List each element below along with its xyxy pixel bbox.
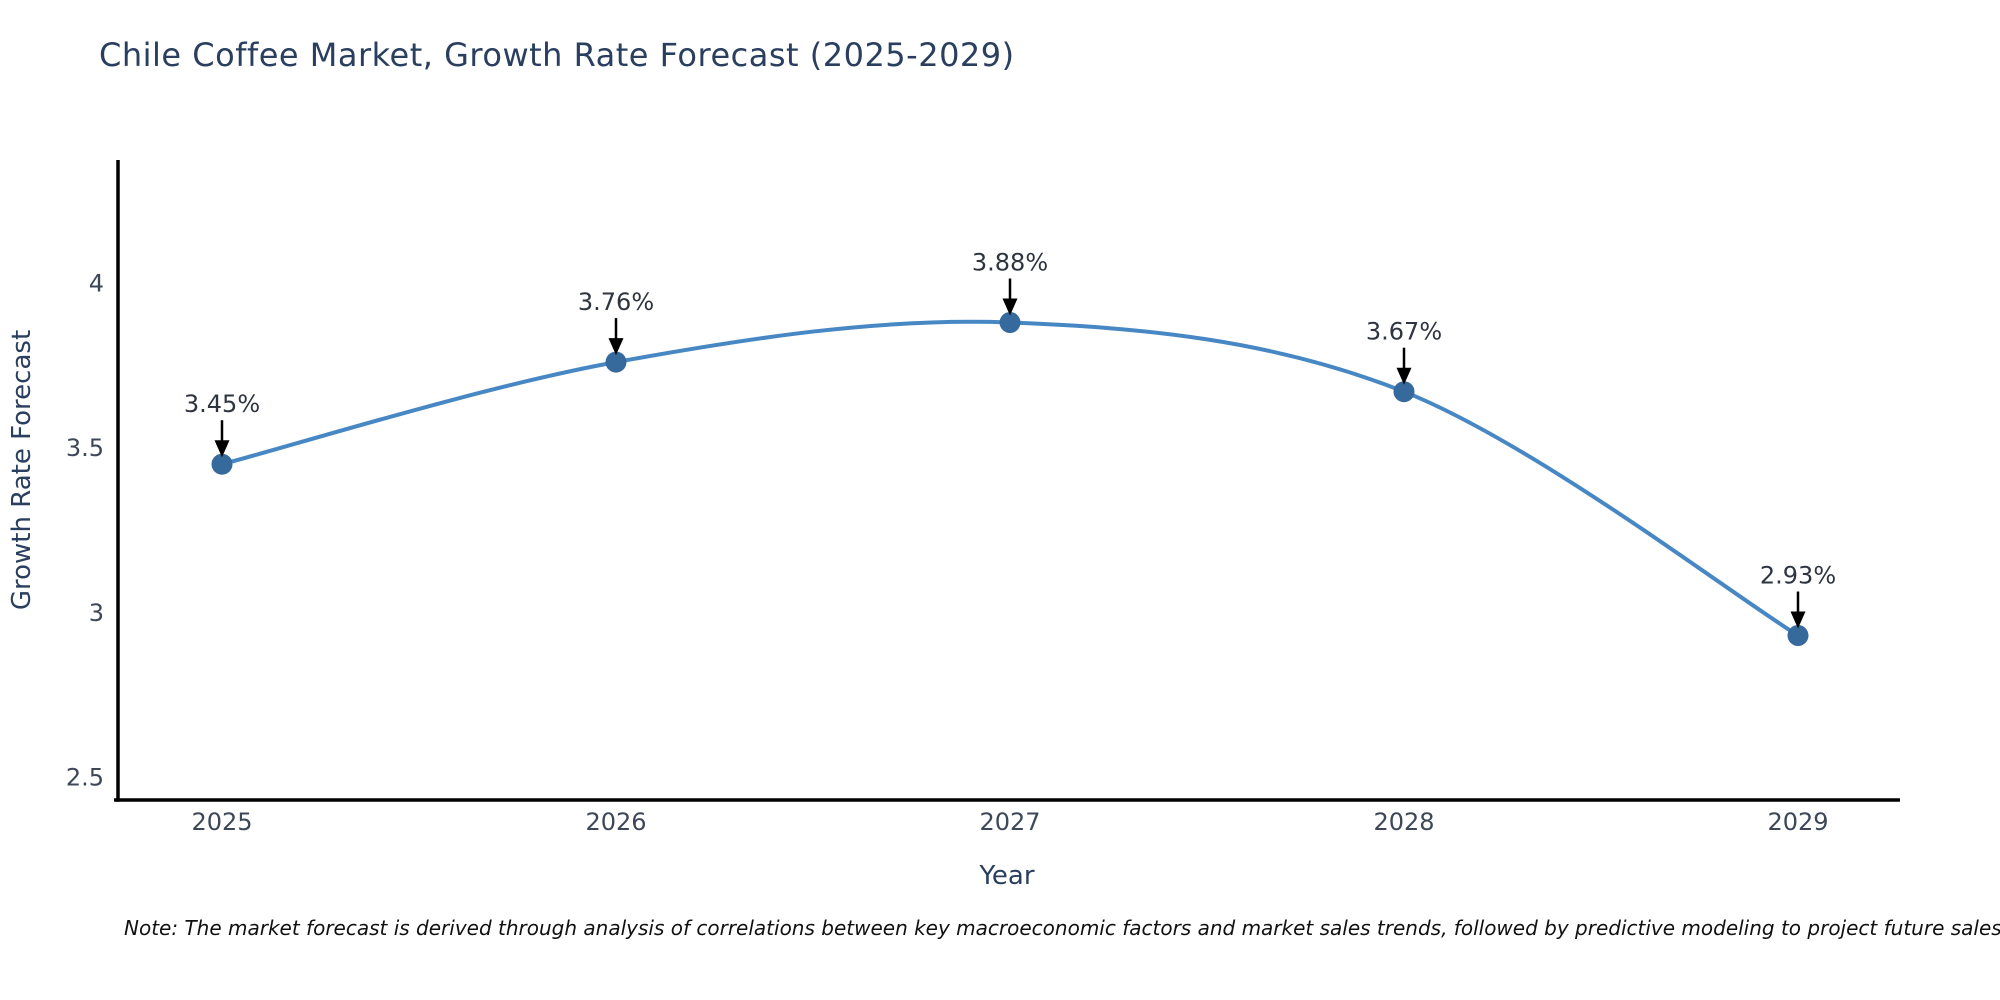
annotation-arrowhead <box>214 440 230 458</box>
data-point-marker[interactable] <box>999 312 1021 333</box>
annotation-arrowhead <box>1002 298 1018 316</box>
annotation-label: 3.76% <box>578 288 654 316</box>
annotation-label: 3.67% <box>1366 318 1442 346</box>
x-tick-label: 2026 <box>585 808 646 836</box>
annotation-label: 3.88% <box>972 249 1048 277</box>
annotation-arrowhead <box>1790 611 1806 629</box>
annotation-arrowhead <box>1396 367 1412 385</box>
y-tick-label: 3.5 <box>66 434 104 462</box>
data-point-marker[interactable] <box>1787 625 1809 646</box>
data-point-marker[interactable] <box>605 351 627 373</box>
x-tick-label: 2025 <box>191 808 252 836</box>
annotation-label: 3.45% <box>184 390 260 418</box>
x-axis-title: Year <box>978 861 1034 891</box>
x-tick-label: 2028 <box>1373 808 1434 836</box>
x-tick-label: 2027 <box>979 808 1040 836</box>
y-tick-label: 4 <box>89 270 104 298</box>
y-axis-title: Growth Rate Forecast <box>7 330 37 610</box>
y-tick-label: 3 <box>89 599 104 627</box>
annotation-arrowhead <box>608 338 624 356</box>
annotation-label: 2.93% <box>1760 562 1836 590</box>
data-point-marker[interactable] <box>211 453 233 475</box>
trend-line <box>220 319 1800 638</box>
footnote: Note: The market forecast is derived thr… <box>124 916 2000 940</box>
data-point-marker[interactable] <box>1393 381 1415 403</box>
chart-title: Chile Coffee Market, Growth Rate Forecas… <box>99 36 1015 74</box>
x-tick-label: 2029 <box>1767 808 1828 836</box>
y-tick-label: 2.5 <box>66 764 104 792</box>
